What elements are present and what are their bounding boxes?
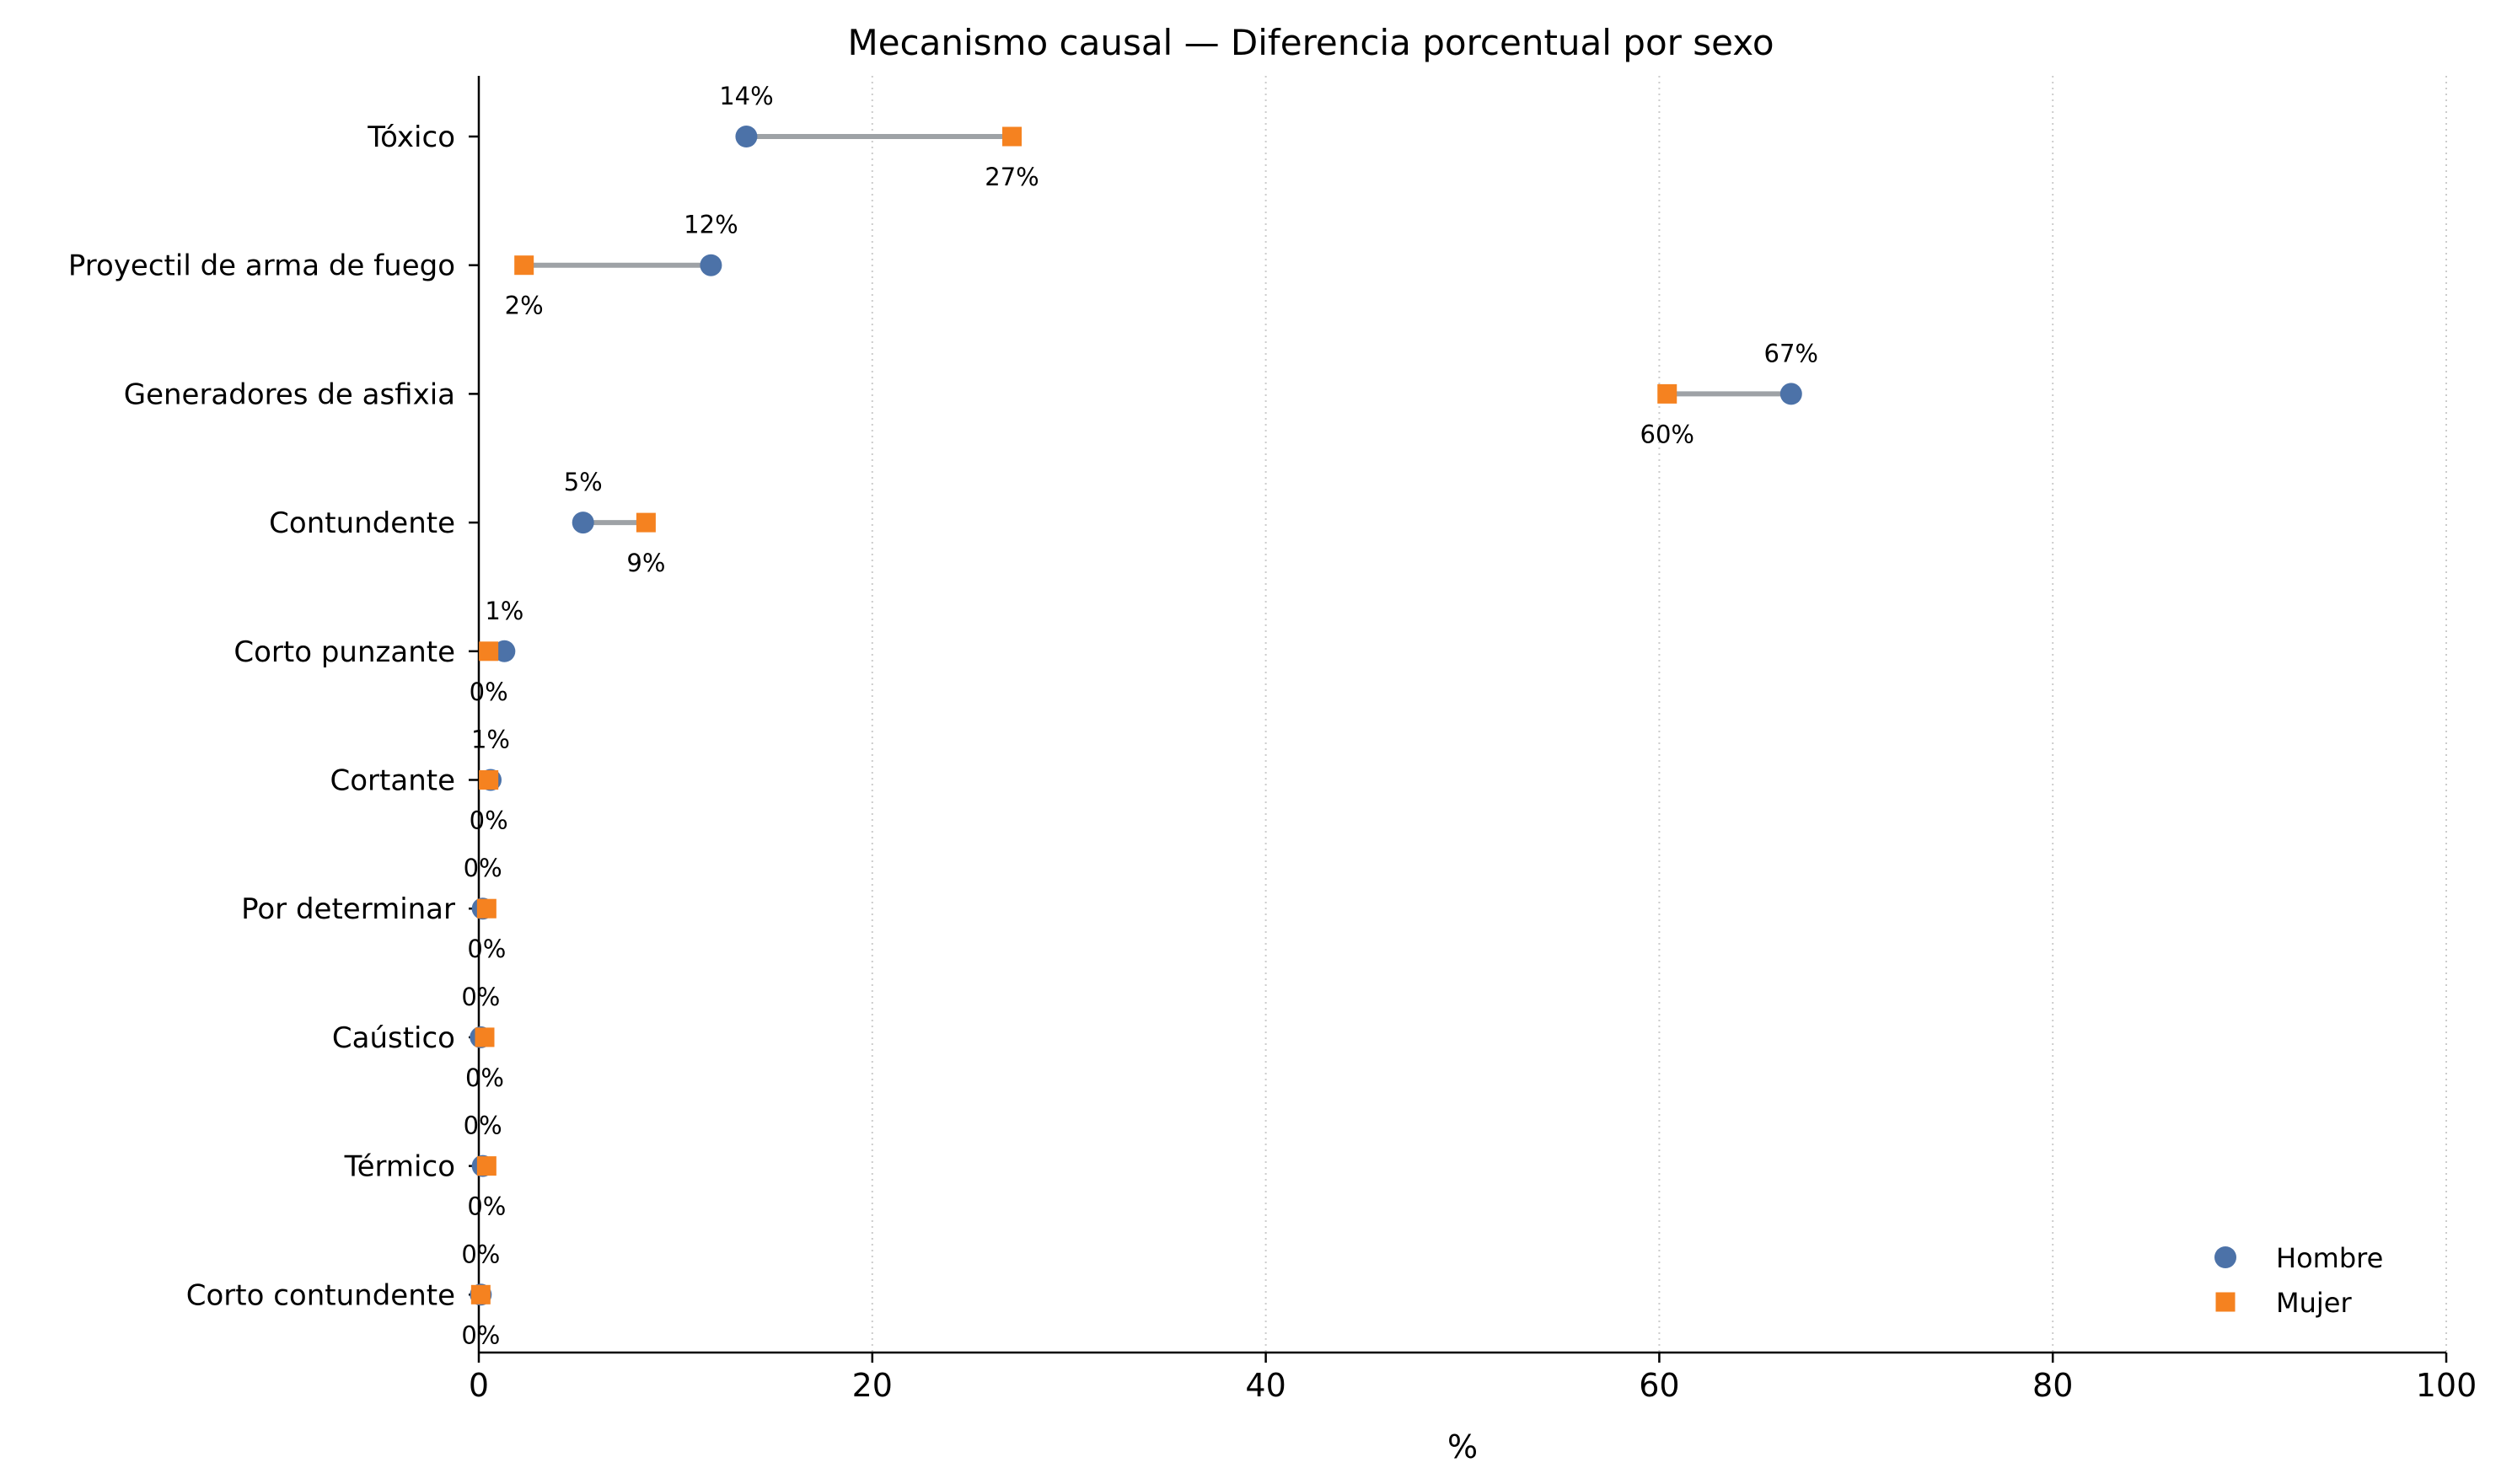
hombre-point: [493, 640, 516, 662]
hombre-value-label: 14%: [719, 82, 773, 110]
y-tick-label: Contundente: [269, 506, 455, 540]
y-tick-label: Cortante: [330, 764, 455, 798]
mujer-point: [479, 770, 499, 790]
x-tick-label: 60: [1639, 1367, 1679, 1404]
x-tick-label: 40: [1245, 1367, 1286, 1404]
y-tick-label: Corto punzante: [233, 635, 455, 669]
hombre-value-label: 0%: [461, 1240, 500, 1268]
mujer-value-label: 0%: [465, 1063, 504, 1092]
hombre-point: [735, 126, 758, 147]
x-tick-label: 20: [852, 1367, 893, 1404]
mujer-point: [636, 512, 656, 533]
mujer-value-label: 2%: [505, 292, 544, 320]
mujer-point: [476, 1156, 497, 1176]
legend-mujer-marker: [2215, 1292, 2236, 1312]
hombre-value-label: 67%: [1764, 339, 1818, 367]
hombre-value-label: 1%: [471, 726, 510, 754]
x-tick-label: 100: [2416, 1367, 2477, 1404]
hombre-value-label: 12%: [684, 211, 738, 239]
hombre-value-label: 1%: [485, 597, 523, 625]
mujer-point: [475, 1027, 495, 1047]
axes: 0 20 40 60 80 100 Tóxico Proyectil de arma de f…: [68, 76, 2477, 1404]
y-tick-label: Corto contundente: [186, 1278, 455, 1312]
hombre-value-label: 0%: [464, 1112, 502, 1140]
y-tick-label: Térmico: [344, 1150, 455, 1184]
legend-mujer-label: Mujer: [2276, 1287, 2352, 1319]
legend: Hombre Mujer: [2214, 1242, 2383, 1319]
connectors: [478, 134, 1794, 1298]
mujer-value-label: 0%: [470, 678, 508, 706]
mujer-value-label: 60%: [1640, 420, 1694, 448]
y-tick-label: Generadores de asfixia: [124, 378, 455, 411]
legend-hombre-label: Hombre: [2276, 1242, 2383, 1274]
mujer-value-label: 27%: [985, 163, 1039, 191]
mujer-point: [479, 641, 499, 662]
mujer-value-label: 0%: [467, 1192, 506, 1221]
hombre-point: [1779, 383, 1802, 405]
y-tick-label: Proyectil de arma de fuego: [68, 249, 455, 283]
hombre-value-label: 0%: [461, 983, 500, 1011]
hombre-value-label: 5%: [564, 468, 603, 496]
mujer-point: [1657, 383, 1677, 404]
mujer-value-label: 0%: [461, 1321, 500, 1349]
hombre-value-label: 0%: [464, 854, 502, 882]
mujer-point: [470, 1284, 491, 1305]
legend-hombre-marker: [2214, 1246, 2236, 1268]
mujer-point: [514, 255, 534, 276]
y-tick-label: Tóxico: [367, 121, 455, 154]
hombre-point: [700, 254, 722, 276]
gridlines: [871, 76, 2447, 1353]
chart-title: Mecanismo causal — Diferencia porcentual…: [847, 22, 1774, 63]
mujer-value-label: 0%: [467, 935, 506, 963]
x-tick-label: 0: [469, 1367, 489, 1404]
mujer-value-label: 9%: [626, 549, 665, 577]
y-tick-label: Por determinar: [241, 892, 455, 926]
data-labels: 14% 27% 12% 2% 67% 60% 5% 9% 1% 0% 1% 0% 0% 0% 0% 0% 0% 0…: [461, 82, 1818, 1349]
markers: [470, 126, 1802, 1306]
x-tick-label: 80: [2032, 1367, 2073, 1404]
hombre-point: [572, 512, 594, 534]
mujer-point: [476, 898, 497, 919]
mujer-value-label: 0%: [470, 806, 508, 835]
mujer-point: [1002, 126, 1023, 147]
x-axis-label: %: [1447, 1428, 1478, 1465]
y-tick-label: Caústico: [332, 1021, 455, 1055]
